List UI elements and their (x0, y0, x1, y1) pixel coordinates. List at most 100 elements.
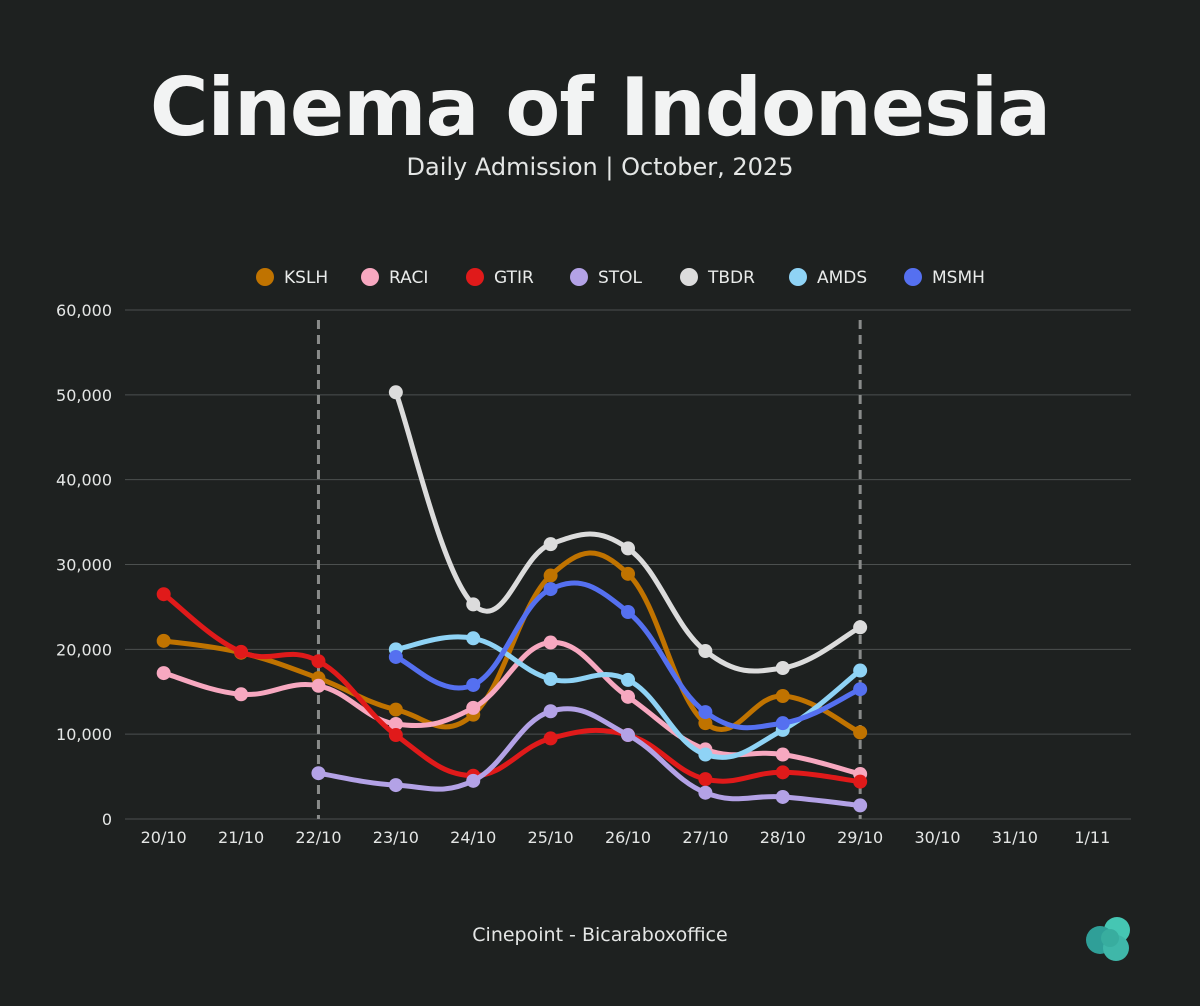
x-tick-label: 30/10 (914, 828, 960, 847)
legend-label: AMDS (817, 268, 867, 288)
y-tick-label: 10,000 (56, 725, 112, 744)
series-tbdr (388, 385, 868, 675)
data-point (543, 582, 558, 597)
data-point (621, 728, 635, 743)
x-tick-label: 28/10 (760, 828, 806, 847)
y-tick-label: 20,000 (56, 640, 112, 659)
grid-lines (125, 309, 1131, 820)
data-point (698, 747, 713, 762)
data-point (621, 672, 635, 687)
legend-item-msmh: MSMH (904, 268, 985, 288)
series-line (315, 706, 863, 808)
legend-label: GTIR (494, 268, 534, 288)
data-point (311, 678, 326, 693)
legend-item-amds: AMDS (789, 268, 867, 288)
data-point (698, 705, 713, 720)
y-axis-ticks: 0 10,000 20,000 30,000 40,000 50,000 60,000 (56, 301, 112, 829)
data-point (853, 682, 868, 697)
data-point (698, 644, 713, 659)
data-point (853, 774, 868, 789)
y-tick-label: 60,000 (56, 301, 112, 320)
series-kslh (156, 550, 868, 740)
data-point (388, 385, 403, 400)
x-tick-label: 1/11 (1074, 828, 1110, 847)
data-point (621, 541, 635, 556)
data-point (156, 587, 171, 602)
series-line (161, 550, 863, 735)
x-tick-label: 20/10 (141, 828, 187, 847)
data-point (543, 568, 558, 583)
data-point (466, 700, 481, 715)
data-point (543, 731, 558, 746)
series-msmh (388, 580, 868, 731)
x-tick-label: 25/10 (528, 828, 574, 847)
data-point (543, 672, 558, 687)
data-point (156, 633, 171, 648)
data-point (775, 716, 790, 731)
data-point (775, 747, 790, 762)
data-point (388, 649, 403, 664)
x-tick-label: 31/10 (992, 828, 1038, 847)
data-point (466, 773, 481, 788)
legend-swatch (570, 268, 588, 286)
x-tick-label: 26/10 (605, 828, 651, 847)
data-point (543, 537, 558, 552)
data-point (853, 725, 868, 740)
series-line (393, 580, 863, 731)
legend-item-kslh: KSLH (256, 268, 328, 288)
legend-label: KSLH (284, 268, 328, 288)
data-point (234, 644, 249, 659)
data-point (388, 716, 403, 731)
data-point (466, 597, 481, 612)
legend-item-raci: RACI (361, 268, 428, 288)
legend-label: RACI (389, 268, 428, 288)
series-stol (311, 704, 868, 813)
reference-lines (316, 320, 862, 819)
legend-swatch (789, 268, 807, 286)
page-subtitle: Daily Admission | October, 2025 (406, 153, 794, 181)
series-line (161, 591, 863, 785)
data-point (621, 566, 635, 581)
data-point (543, 635, 558, 650)
data-point (698, 785, 713, 800)
legend: KSLH RACI GTIR STOL TBDR AMDS MSMH (256, 268, 985, 288)
legend-swatch (361, 268, 379, 286)
data-point (388, 702, 403, 717)
data-point (775, 765, 790, 780)
data-point (466, 631, 481, 646)
data-point (156, 666, 171, 681)
data-point (234, 687, 249, 702)
data-point (853, 620, 868, 635)
cloud-logo-icon (1086, 917, 1130, 961)
legend-label: STOL (598, 268, 643, 288)
x-tick-label: 23/10 (373, 828, 419, 847)
data-point (388, 728, 403, 743)
series-lines (156, 385, 868, 813)
data-point (543, 704, 558, 719)
data-point (775, 789, 790, 804)
x-tick-label: 22/10 (295, 828, 341, 847)
data-point (621, 689, 635, 704)
y-tick-label: 30,000 (56, 556, 112, 575)
data-point (698, 716, 713, 731)
x-tick-label: 27/10 (682, 828, 728, 847)
x-tick-label: 21/10 (218, 828, 264, 847)
y-tick-label: 40,000 (56, 471, 112, 490)
data-point (621, 605, 635, 620)
data-point (775, 660, 790, 675)
data-point (775, 688, 790, 703)
legend-item-tbdr: TBDR (680, 268, 755, 288)
data-point (388, 778, 403, 793)
legend-swatch (680, 268, 698, 286)
y-tick-label: 0 (102, 810, 112, 829)
y-tick-label: 50,000 (56, 386, 112, 405)
legend-label: MSMH (932, 268, 985, 288)
page-title: Cinema of Indonesia (149, 61, 1051, 154)
x-axis-ticks: 20/10 21/10 22/10 23/10 24/10 25/10 26/10 27/10… (141, 828, 1111, 847)
x-tick-label: 24/10 (450, 828, 496, 847)
legend-swatch (256, 268, 274, 286)
legend-item-stol: STOL (570, 268, 643, 288)
x-tick-label: 29/10 (837, 828, 883, 847)
data-point (466, 677, 481, 692)
